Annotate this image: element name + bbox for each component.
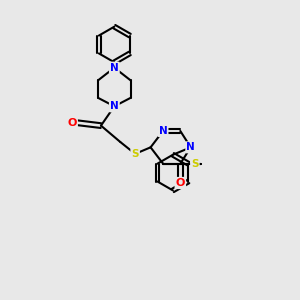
Text: N: N <box>159 126 167 136</box>
Text: S: S <box>131 149 139 159</box>
Text: O: O <box>176 178 185 188</box>
Text: N: N <box>110 63 119 73</box>
Text: N: N <box>110 101 119 111</box>
Text: O: O <box>68 118 77 128</box>
Text: S: S <box>191 159 199 169</box>
Text: N: N <box>186 142 195 152</box>
